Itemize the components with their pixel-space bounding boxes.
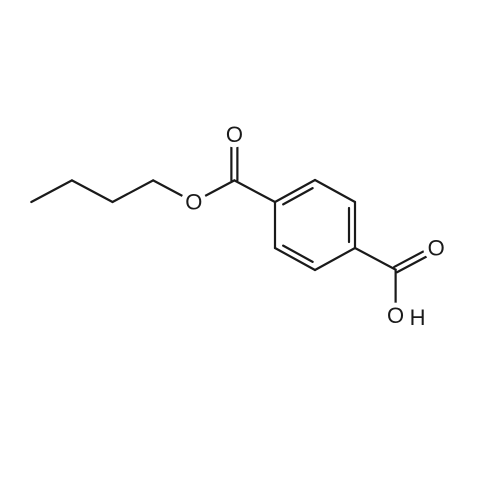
atom-label: O	[185, 190, 202, 215]
atom-label: O	[428, 236, 445, 261]
molecule-diagram: OOOOH	[0, 0, 500, 500]
atom-label: O	[226, 122, 243, 147]
atom-label: O	[387, 303, 404, 328]
atom-label-h: H	[410, 305, 426, 330]
